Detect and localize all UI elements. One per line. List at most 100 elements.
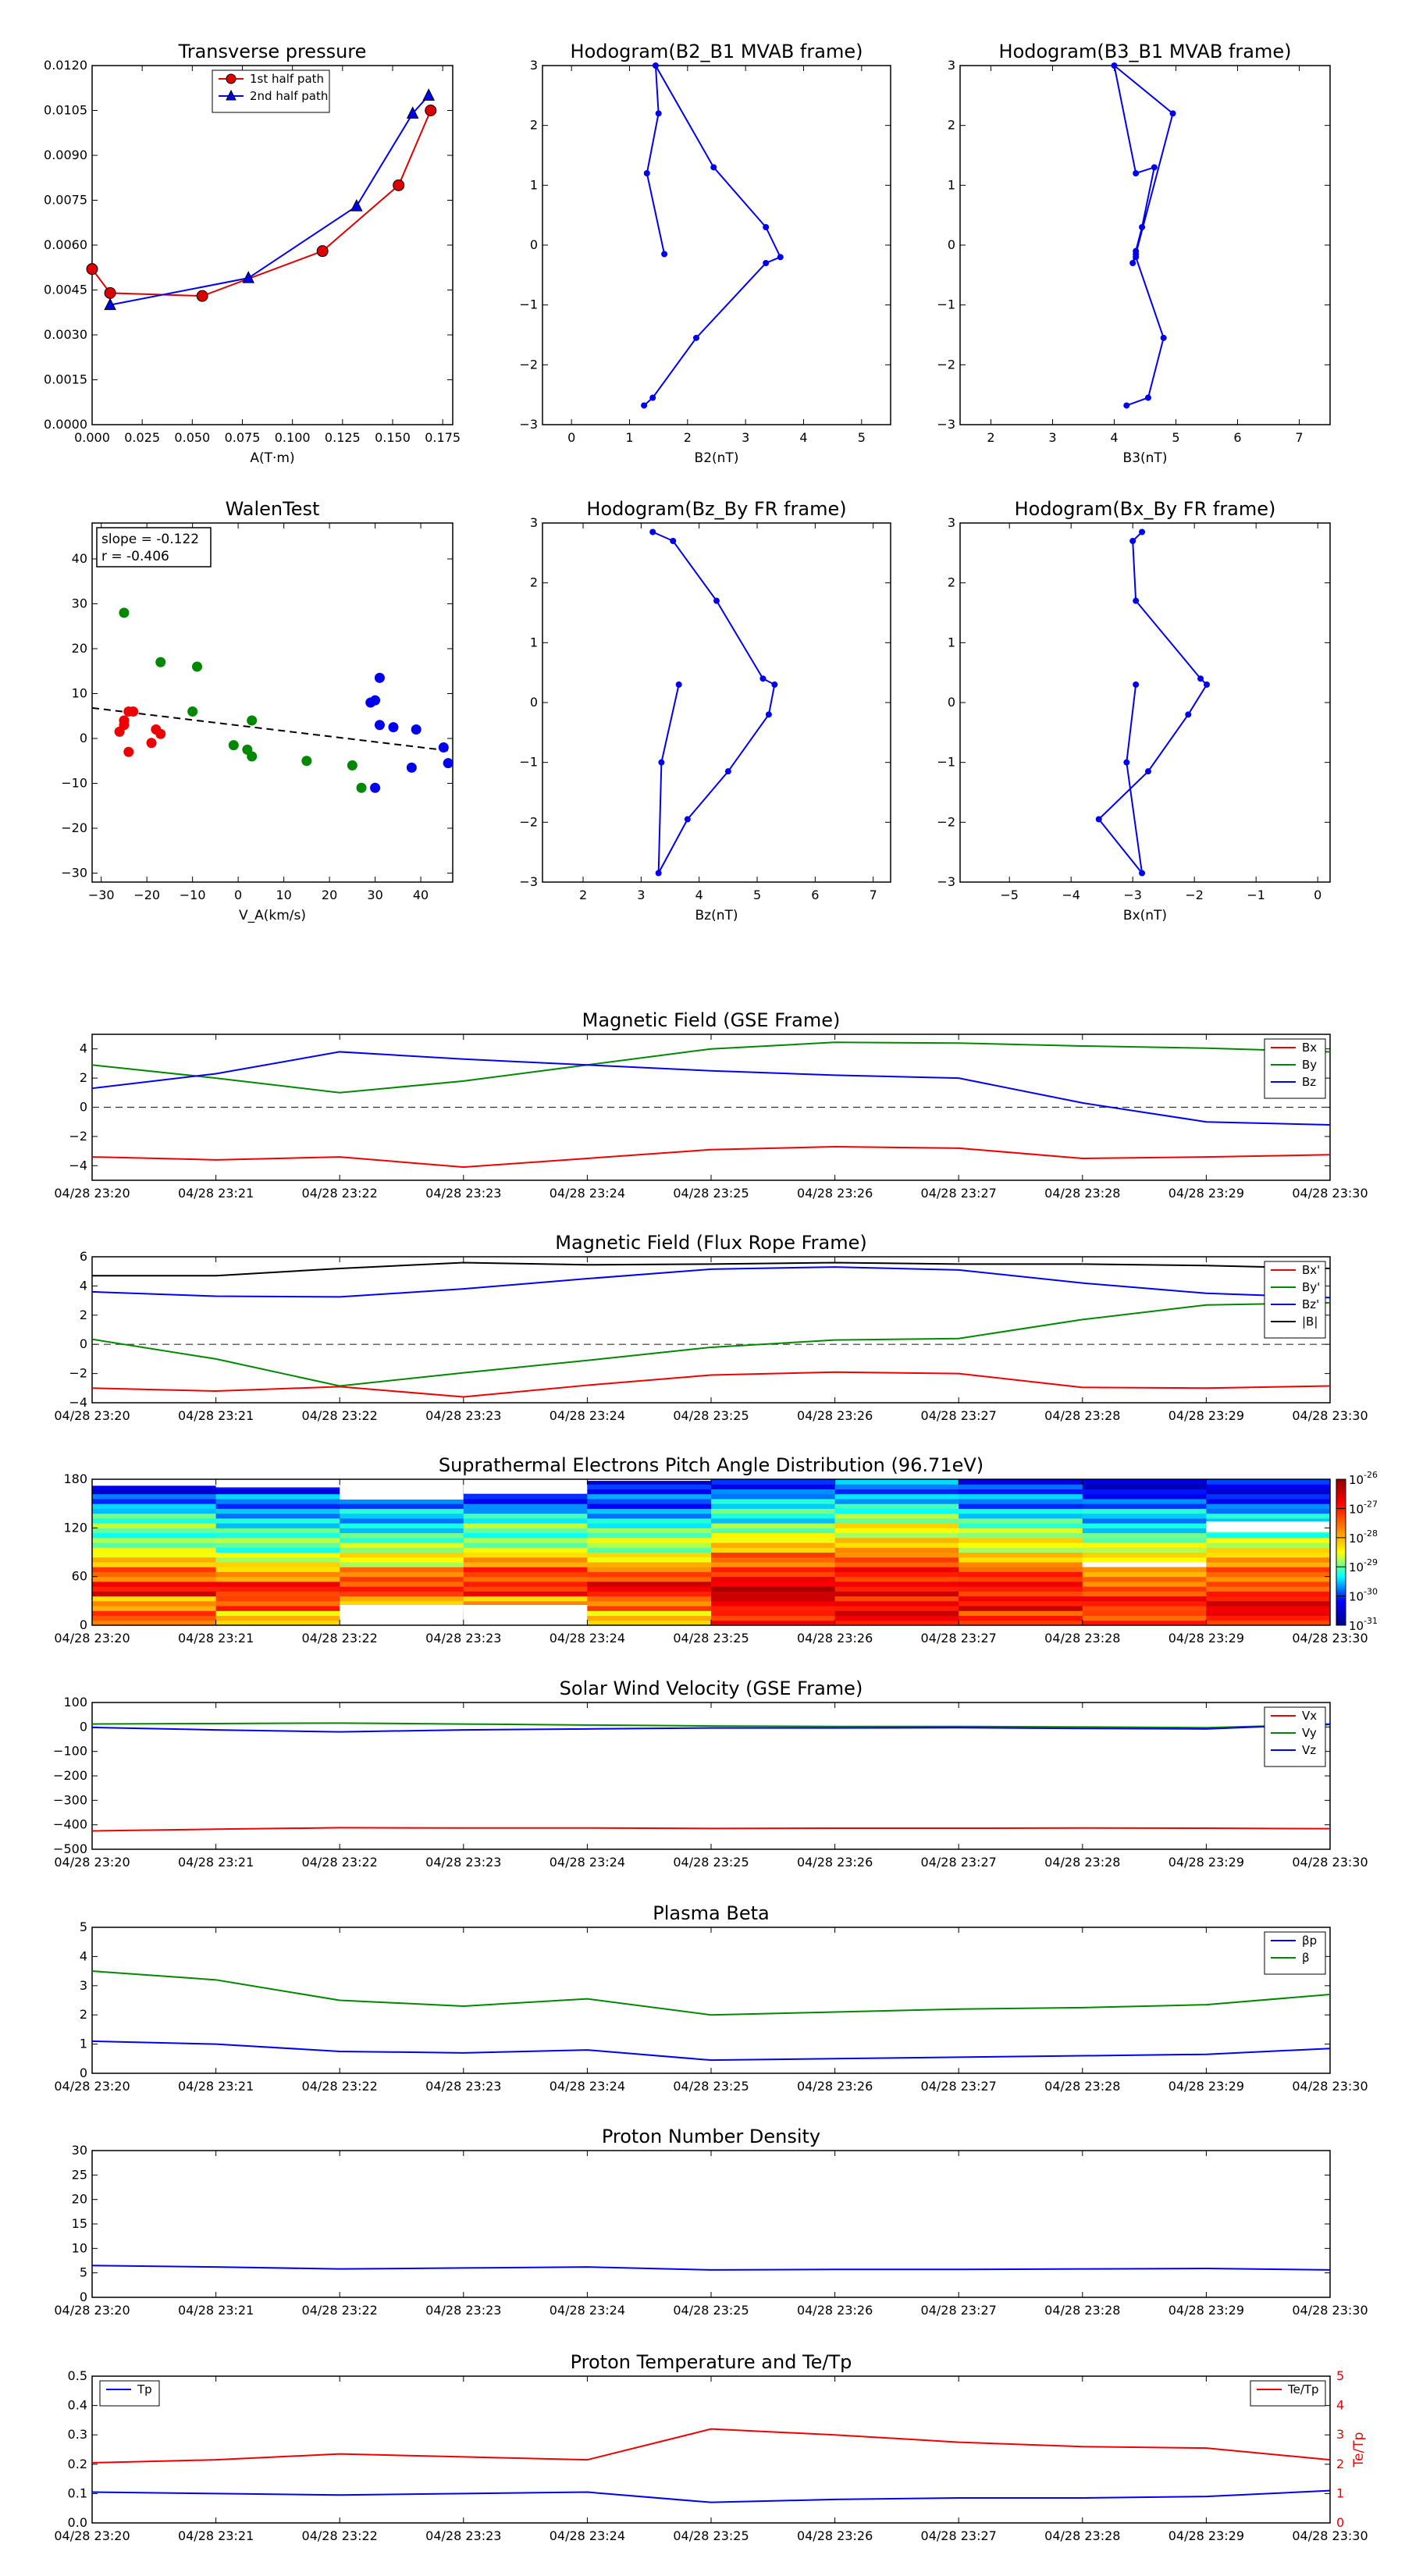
plot-frame <box>542 65 891 425</box>
heatmap-cell <box>215 1581 340 1587</box>
heatmap-cell <box>92 1615 217 1621</box>
heatmap-cell <box>215 1586 340 1592</box>
heatmap-cell <box>1206 1542 1331 1548</box>
heatmap-cell <box>1206 1576 1331 1582</box>
heatmap-cell <box>463 1561 588 1567</box>
y-tick-label: 0.0030 <box>44 327 87 342</box>
heatmap-void <box>92 1479 216 1486</box>
heatmap-cell <box>711 1537 836 1543</box>
heatmap-cell <box>340 1542 464 1548</box>
heatmap-cell <box>959 1561 1083 1567</box>
chart-title: Magnetic Field (GSE Frame) <box>582 1009 841 1031</box>
heatmap-cell <box>587 1576 712 1582</box>
series-line <box>91 2428 1331 2464</box>
heatmap-cell <box>711 1557 836 1563</box>
time-tick-label: 04/28 23:24 <box>550 1186 625 1201</box>
y-tick-label: −4 <box>69 1158 87 1172</box>
colorbar-tick-exponent: -30 <box>1364 1587 1378 1597</box>
legend-box <box>1250 2380 1326 2407</box>
y-tick-label: −1 <box>937 755 955 770</box>
data-point <box>658 759 665 766</box>
heatmap-cell <box>1082 1503 1207 1509</box>
y-tick-label: 1 <box>948 177 955 192</box>
time-tick-label: 04/28 23:30 <box>1292 2079 1368 2094</box>
heatmap-cell <box>340 1581 464 1587</box>
heatmap-cell <box>587 1493 712 1500</box>
heatmap-cell <box>1206 1571 1331 1578</box>
heatmap-cell <box>463 1591 588 1597</box>
y-tick-label: −2 <box>69 1129 87 1144</box>
heatmap-cell <box>215 1557 340 1563</box>
y-tick-label: 25 <box>72 2167 87 2182</box>
heatmap-cell <box>340 1508 464 1514</box>
time-tick-label: 04/28 23:21 <box>178 1631 254 1646</box>
y-tick-label: 3 <box>948 515 955 530</box>
time-tick-label: 04/28 23:21 <box>178 1186 254 1201</box>
y-tick-label: −3 <box>519 417 538 432</box>
time-tick-label: 04/28 23:28 <box>1044 1186 1120 1201</box>
heatmap-cell <box>340 1567 464 1572</box>
data-point <box>1185 711 1192 718</box>
heatmap-cell <box>834 1503 959 1509</box>
colorbar-tick-base: 10 <box>1349 1619 1364 1633</box>
y-tick-label: 3 <box>948 58 955 73</box>
heatmap-cell <box>587 1498 712 1504</box>
heatmap-cell <box>959 1596 1083 1602</box>
heatmap-cell <box>92 1537 217 1543</box>
time-tick-label: 04/28 23:28 <box>1044 2528 1120 2543</box>
heatmap-cell <box>340 1591 464 1597</box>
data-point <box>316 245 329 258</box>
heatmap-cell <box>711 1547 836 1553</box>
heatmap-cell <box>834 1513 959 1519</box>
time-tick-label: 04/28 23:30 <box>1292 1631 1368 1646</box>
time-tick-label: 04/28 23:28 <box>1044 2303 1120 2318</box>
y-tick-label: 15 <box>72 2216 87 2231</box>
heatmap-cell <box>92 1596 217 1602</box>
heatmap-cell <box>92 1586 217 1592</box>
legend-label: Te/Tp <box>1287 2382 1319 2396</box>
heatmap-cell <box>1082 1508 1207 1514</box>
heatmap-cell <box>92 1552 217 1558</box>
heatmap-cell <box>711 1498 836 1504</box>
chart-plasma-beta: Plasma Beta 04/28 23:20 04/28 23:21 04/28 2… <box>54 1902 1368 2094</box>
time-tick-label: 04/28 23:21 <box>178 2303 254 2318</box>
heatmap-cell <box>215 1513 340 1519</box>
legend-box <box>1264 1706 1326 1767</box>
scatter-point <box>443 758 454 769</box>
data-point <box>104 286 116 299</box>
y-tick-label: 5 <box>80 1920 87 1934</box>
heatmap-cell <box>215 1532 340 1539</box>
legend-label: β <box>1302 1951 1310 1965</box>
time-tick-label: 04/28 23:25 <box>673 1855 749 1870</box>
data-point <box>771 681 778 688</box>
heatmap-cell <box>463 1600 588 1606</box>
y-tick-label: 10 <box>72 686 87 701</box>
data-point <box>422 88 436 101</box>
heatmap-cell <box>1206 1489 1331 1495</box>
heatmap-cell <box>959 1484 1083 1489</box>
x-tick-label: 2 <box>579 888 587 902</box>
heatmap-cell <box>959 1517 1083 1524</box>
heatmap-cell <box>834 1484 959 1489</box>
y-tick-label: 100 <box>63 1695 87 1710</box>
heatmap-cell <box>1082 1532 1207 1539</box>
heatmap-cell <box>711 1561 836 1567</box>
time-tick-label: 04/28 23:21 <box>178 1408 254 1423</box>
y-tick-label: −1 <box>519 755 538 770</box>
y-tick-label: 0 <box>80 1719 87 1734</box>
data-point <box>1123 759 1130 766</box>
time-tick-label: 04/28 23:26 <box>797 2303 873 2318</box>
series-line <box>91 1371 1331 1398</box>
heatmap-cell <box>959 1532 1083 1539</box>
time-tick-label: 04/28 23:24 <box>550 1855 625 1870</box>
legend-box <box>1264 1931 1326 1975</box>
heatmap-cell <box>215 1528 340 1534</box>
time-tick-label: 04/28 23:23 <box>425 2528 501 2543</box>
heatmap-cell <box>92 1620 217 1626</box>
heatmap-cell <box>959 1581 1083 1587</box>
heatmap-cell <box>1082 1557 1207 1563</box>
heatmap-cell <box>587 1586 712 1592</box>
heatmap-cell <box>340 1561 464 1567</box>
heatmap-cell <box>463 1498 588 1504</box>
heatmap-cell <box>1082 1591 1207 1597</box>
